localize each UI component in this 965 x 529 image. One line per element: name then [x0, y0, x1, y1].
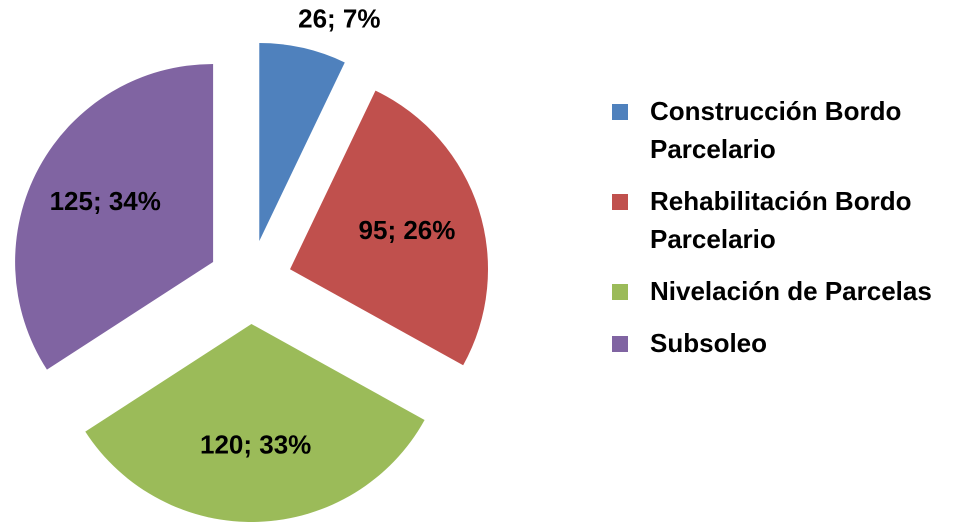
data-label: 120; 33%	[200, 430, 311, 460]
legend-item: Nivelación de Parcelas	[612, 272, 962, 310]
legend-item: Rehabilitación Bordo Parcelario	[612, 182, 962, 258]
data-label: 95; 26%	[359, 215, 456, 245]
legend-item: Subsoleo	[612, 324, 962, 362]
data-label: 125; 34%	[50, 186, 161, 216]
legend-swatch	[612, 284, 628, 300]
legend-item: Construcción Bordo Parcelario	[612, 92, 962, 168]
data-label: 26; 7%	[298, 4, 380, 34]
legend-label: Rehabilitación Bordo Parcelario	[650, 186, 912, 254]
legend-label: Construcción Bordo Parcelario	[650, 96, 902, 164]
legend: Construcción Bordo Parcelario Rehabilitac…	[612, 92, 962, 376]
pie-slice	[290, 90, 489, 366]
legend-label: Subsoleo	[650, 328, 768, 358]
pie-slice	[85, 323, 425, 522]
legend-swatch	[612, 336, 628, 352]
legend-swatch	[612, 194, 628, 210]
legend-label: Nivelación de Parcelas	[650, 276, 932, 306]
legend-swatch	[612, 104, 628, 120]
pie-slice	[259, 43, 345, 242]
pie-slice	[15, 63, 214, 370]
